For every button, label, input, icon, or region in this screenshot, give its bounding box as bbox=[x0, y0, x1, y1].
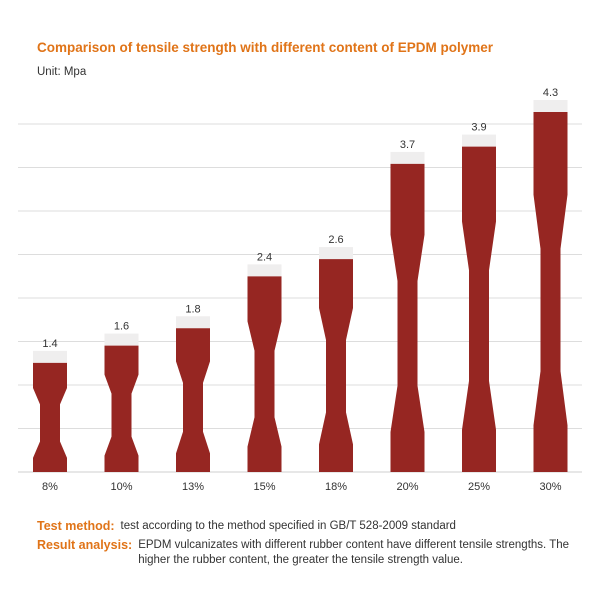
bar-cap bbox=[319, 247, 353, 260]
test-method-label: Test method: bbox=[37, 519, 115, 533]
bar-cap bbox=[390, 151, 425, 164]
bar-cap bbox=[176, 316, 210, 329]
x-tick-label: 20% bbox=[396, 481, 418, 493]
x-tick-label: 10% bbox=[110, 481, 132, 493]
x-tick-label: 13% bbox=[182, 481, 204, 493]
data-label: 2.4 bbox=[257, 251, 272, 263]
bar-cap bbox=[33, 350, 67, 363]
bar-body bbox=[533, 112, 568, 472]
bars-group: 1.4 1.6 1.8 2.4 2.6 3.7 3.9 4.3 bbox=[33, 87, 568, 472]
bar-body bbox=[176, 328, 210, 472]
bar: 2.4 bbox=[247, 251, 282, 472]
data-label: 3.9 bbox=[471, 122, 486, 134]
bar-body bbox=[319, 259, 353, 472]
chart-plot: 1.4 1.6 1.8 2.4 2.6 3.7 3.9 4.3 8% 10% 13% 15% 18% 2… bbox=[18, 87, 582, 493]
x-tick-label: 18% bbox=[325, 481, 347, 493]
test-method-text: test according to the method specified i… bbox=[120, 520, 456, 532]
unit-label: Unit: Mpa bbox=[37, 66, 87, 78]
chart-title: Comparison of tensile strength with diff… bbox=[37, 40, 494, 55]
result-analysis-text: EPDM vulcanizates with different rubber … bbox=[138, 539, 570, 566]
data-label: 1.4 bbox=[42, 338, 57, 350]
bar-body bbox=[390, 163, 425, 472]
bar: 1.8 bbox=[176, 303, 210, 472]
x-tick-label: 25% bbox=[468, 481, 490, 493]
test-method-row: Test method: test according to the metho… bbox=[37, 519, 577, 534]
data-label: 2.6 bbox=[328, 234, 343, 246]
x-tick-labels: 8% 10% 13% 15% 18% 20% 25% 30% bbox=[42, 481, 562, 493]
bar-cap bbox=[104, 333, 139, 346]
x-tick-label: 30% bbox=[539, 481, 561, 493]
bar-cap bbox=[247, 264, 282, 277]
bar: 1.6 bbox=[104, 321, 139, 472]
bar-cap bbox=[462, 134, 496, 147]
data-label: 4.3 bbox=[543, 87, 558, 99]
x-tick-label: 8% bbox=[42, 481, 58, 493]
bar: 2.6 bbox=[319, 234, 353, 472]
result-analysis-label: Result analysis: bbox=[37, 538, 133, 552]
bar: 4.3 bbox=[533, 87, 568, 472]
data-label: 3.7 bbox=[400, 139, 415, 151]
data-label: 1.8 bbox=[185, 303, 200, 315]
grid-lines bbox=[18, 123, 582, 473]
bar: 1.4 bbox=[33, 338, 67, 472]
notes-section: Test method: test according to the metho… bbox=[37, 519, 577, 572]
bar-body bbox=[462, 146, 496, 472]
bar: 3.9 bbox=[462, 122, 496, 472]
bar: 3.7 bbox=[390, 139, 425, 472]
bar-body bbox=[247, 276, 282, 472]
bar-cap bbox=[533, 100, 568, 112]
bar-body bbox=[33, 362, 67, 472]
bar-body bbox=[104, 345, 139, 472]
x-tick-label: 15% bbox=[253, 481, 275, 493]
data-label: 1.6 bbox=[114, 321, 129, 333]
result-analysis-row: Result analysis: EPDM vulcanizates with … bbox=[37, 538, 577, 568]
